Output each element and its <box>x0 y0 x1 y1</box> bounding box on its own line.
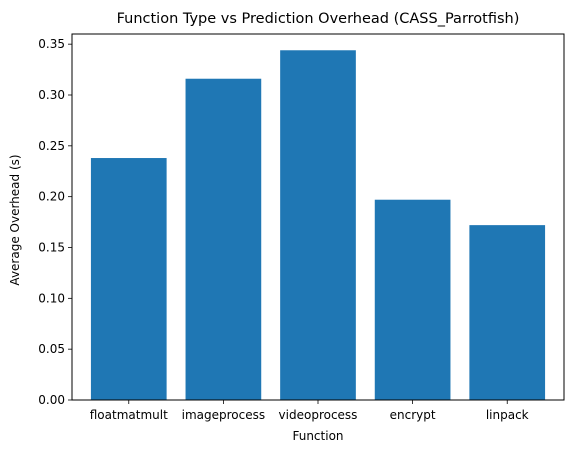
y-tick-label: 0.25 <box>38 139 65 153</box>
plot-frame <box>71 33 565 401</box>
x-tick-label-encrypt: encrypt <box>390 408 436 422</box>
x-tick-label-videoprocess: videoprocess <box>279 408 358 422</box>
x-tick-label-floatmatmult: floatmatmult <box>90 408 168 422</box>
y-tick-label: 0.35 <box>38 37 65 51</box>
bar-floatmatmult <box>90 158 167 400</box>
y-tick-label: 0.20 <box>38 190 65 204</box>
y-axis-label: Average Overhead (s) <box>8 154 22 285</box>
y-tick-label: 0.15 <box>38 241 65 255</box>
bar-encrypt <box>374 199 451 400</box>
x-axis-label: Function <box>292 429 343 443</box>
y-tick-label: 0.10 <box>38 291 65 305</box>
x-axis: floatmatmult imageprocess videoprocess encr… <box>90 400 529 422</box>
y-tick-label: 0.05 <box>38 342 65 356</box>
bar-videoprocess <box>280 50 356 401</box>
y-tick-label: 0.00 <box>38 393 65 407</box>
y-axis: 0.00 0.05 0.10 0.15 0.20 0.25 0.30 0.35 <box>38 37 72 407</box>
bar-imageprocess <box>185 78 262 400</box>
x-tick-label-linpack: linpack <box>486 408 529 422</box>
x-tick-label-imageprocess: imageprocess <box>182 408 266 422</box>
y-tick-label: 0.30 <box>38 88 65 102</box>
chart-title: Function Type vs Prediction Overhead (CA… <box>117 11 520 27</box>
bar-linpack <box>469 225 546 400</box>
bars-layer <box>90 50 546 401</box>
